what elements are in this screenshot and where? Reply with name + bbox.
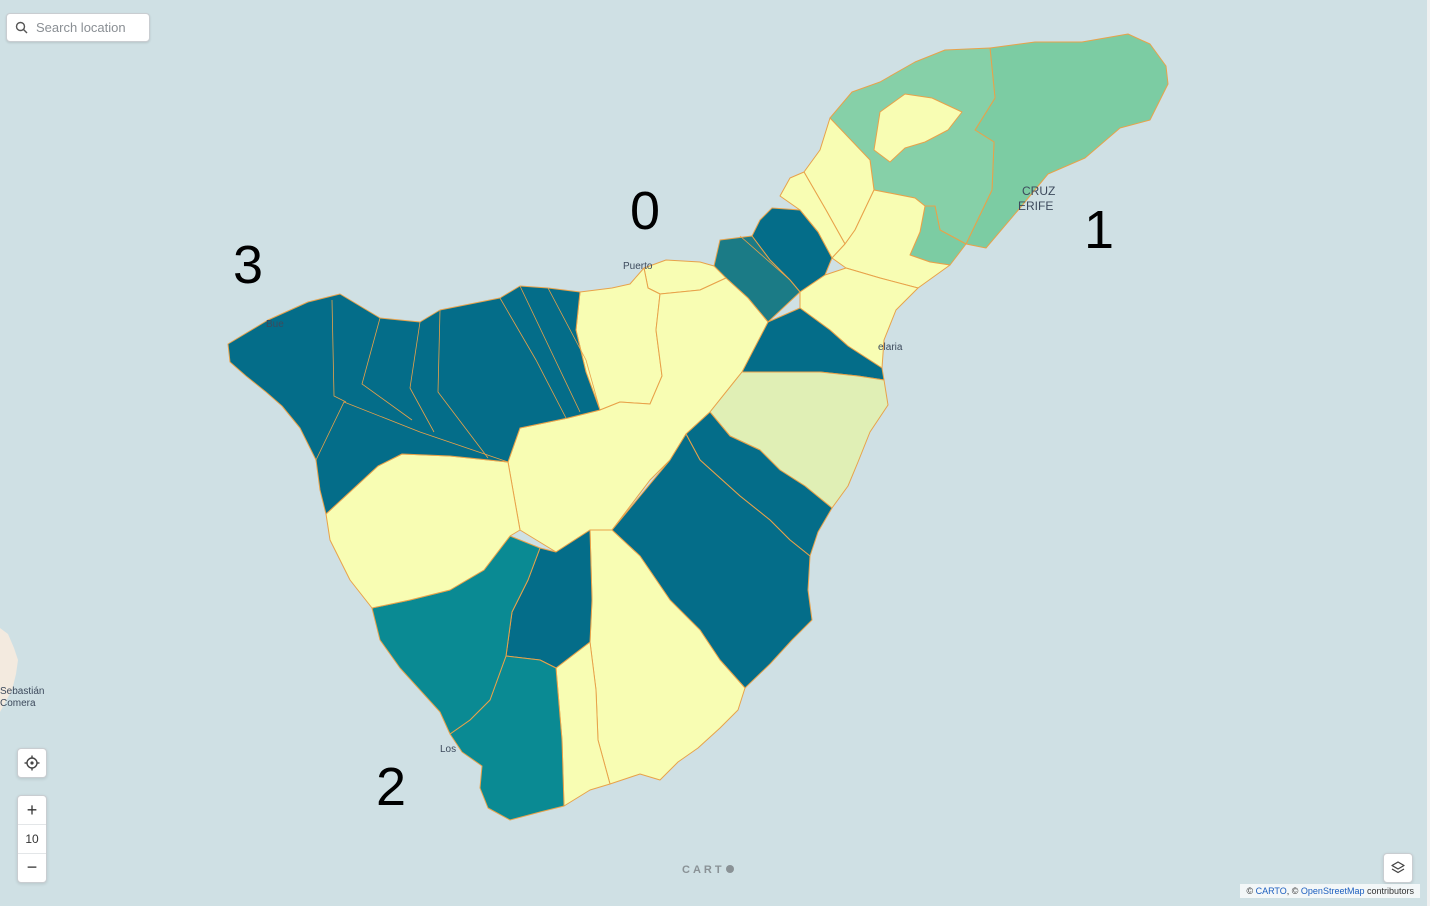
place-san-sebastian-line1: Sebastián <box>0 686 45 697</box>
carto-link[interactable]: CARTO <box>1255 886 1287 896</box>
carto-logo-text: CART <box>682 864 725 876</box>
layers-button[interactable] <box>1383 853 1413 883</box>
internal-border-4 <box>437 309 489 459</box>
la-gomera-land <box>0 628 18 712</box>
search-input[interactable] <box>36 20 146 35</box>
zoom-level: 10 <box>18 824 46 854</box>
attribution-prefix: © <box>1246 886 1256 896</box>
carto-logo-dot <box>725 865 734 873</box>
locate-button[interactable] <box>17 748 47 778</box>
internal-border-8 <box>315 401 509 463</box>
internal-border-7 <box>547 287 601 411</box>
place-puerto: Puerto <box>623 261 653 272</box>
locate-icon <box>24 755 40 771</box>
internal-border-6 <box>519 285 581 413</box>
cluster-label-0: 0 <box>630 181 661 241</box>
cluster-label-2: 2 <box>376 757 407 817</box>
search-box[interactable] <box>6 13 150 42</box>
place-santa-cruz-line2: ERIFE <box>1018 199 1054 213</box>
internal-border-3 <box>409 321 435 433</box>
internal-border-1 <box>331 299 347 403</box>
region-tegueste[interactable] <box>873 93 963 163</box>
osm-link[interactable]: OpenStreetMap <box>1300 886 1365 896</box>
region-rosario-north[interactable] <box>831 189 951 289</box>
internal-border-5 <box>499 297 567 419</box>
carto-logo: CART <box>682 864 734 876</box>
place-san-sebastian-line2: Comera <box>0 698 36 709</box>
zoom-control: + 10 − <box>17 795 47 883</box>
internal-border-2 <box>361 317 413 421</box>
layers-icon <box>1391 861 1405 874</box>
place-candelaria: elaria <box>878 342 903 353</box>
zoom-out-button[interactable]: − <box>26 857 38 878</box>
region-santiago-del-teide[interactable] <box>227 285 601 515</box>
cluster-label-3: 3 <box>233 235 264 295</box>
place-buenavista: Bue <box>266 319 284 330</box>
map-attribution: © CARTO, © OpenStreetMap contributors <box>1240 884 1420 898</box>
cluster-label-1: 1 <box>1084 200 1115 260</box>
place-santa-cruz-line1: CRUZ <box>1022 184 1056 198</box>
map-border-right <box>1427 0 1430 906</box>
attribution-sep: , © <box>1286 886 1301 896</box>
internal-border-9 <box>739 235 791 281</box>
zoom-in-button[interactable]: + <box>26 799 38 820</box>
search-icon <box>15 21 28 34</box>
place-los-cristianos: Los <box>440 744 457 755</box>
attribution-suffix: contributors <box>1364 886 1414 896</box>
